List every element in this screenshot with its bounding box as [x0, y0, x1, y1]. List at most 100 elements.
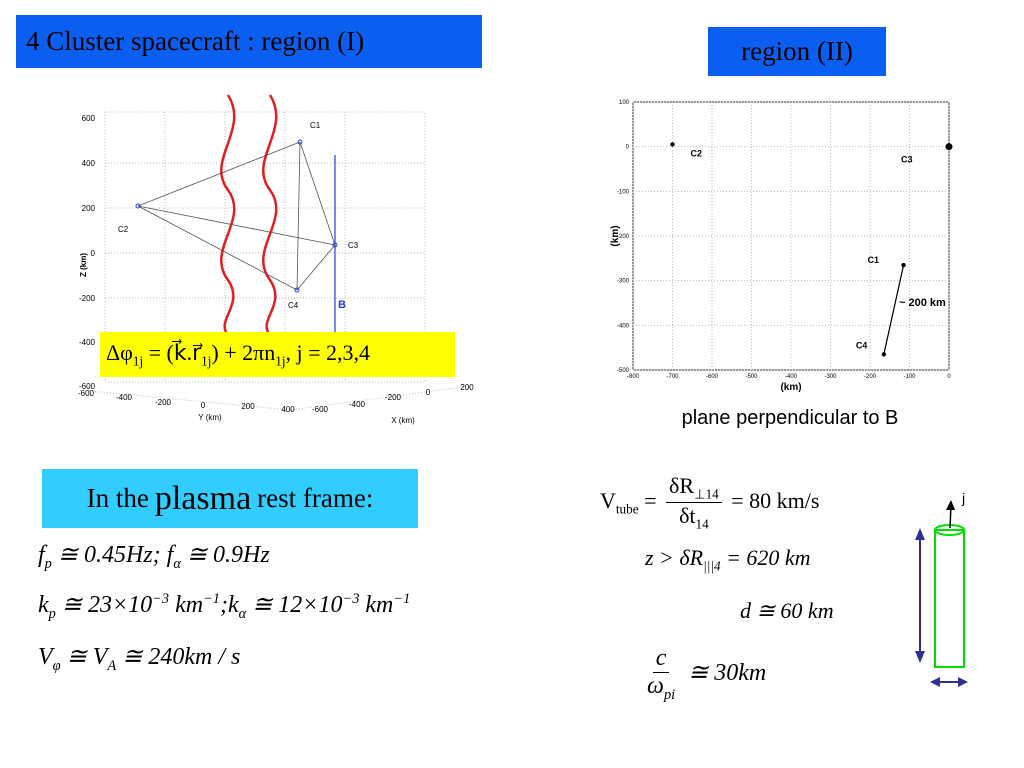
subscript: ⊥14 [694, 486, 719, 502]
math-text: ≅ 240km / s [116, 644, 241, 670]
frame-text: In the [86, 483, 149, 513]
y-tick-label: -300 [617, 279, 630, 285]
edge [137, 141, 301, 207]
subscript: 14 [695, 516, 709, 532]
math-text: δR [669, 473, 695, 498]
math-text: V [600, 487, 616, 513]
numerator: δR⊥14 [666, 473, 722, 504]
x-tick-label: -200 [385, 393, 402, 402]
subscript: p [48, 605, 56, 622]
x-tick-label: -200 [864, 374, 877, 380]
numerator: c [652, 645, 670, 673]
math-text: km [169, 592, 204, 618]
y-axis-label: (km) [610, 225, 621, 246]
y-tick-label: 0 [201, 401, 206, 410]
title: 4 Cluster spacecraft : region (I) [26, 26, 365, 56]
math-text: , j = 2,3,4 [285, 340, 371, 365]
subscript: 1j [275, 353, 286, 369]
x-tick-label: 200 [460, 383, 474, 392]
math-text: V [38, 644, 53, 670]
y-tick-label: -100 [617, 189, 630, 195]
denominator: δt14 [676, 503, 712, 532]
x-label: X (km) [391, 416, 415, 425]
superscript: −1 [203, 591, 220, 607]
frame-text: rest frame: [257, 483, 374, 513]
y-tick-label: -400 [116, 393, 133, 402]
subscript: |||4 [703, 558, 721, 574]
superscript: −1 [393, 591, 411, 607]
formula: fp ≅ 0.45Hz; fα ≅ 0.9Hz [38, 540, 270, 573]
formula: z > δR|||4 = 620 km [645, 545, 811, 574]
edge [137, 205, 298, 291]
spacecraft [135, 203, 141, 209]
y-label: Y (km) [198, 413, 222, 422]
formula: c ωpi ≅ 30km [640, 645, 766, 704]
math-text: = 80 km/s [725, 487, 820, 513]
point-label: C2 [691, 148, 703, 158]
spacecraft [294, 287, 300, 293]
y-tick-label: -500 [617, 368, 630, 374]
point [881, 352, 887, 357]
subscript: pi [663, 686, 676, 703]
formula: d ≅ 60 km [740, 598, 834, 624]
spacecraft-label: C3 [348, 241, 359, 250]
edge [137, 205, 336, 246]
separation-line [883, 264, 905, 355]
annotation: ~ 200 km [899, 297, 946, 309]
math-text: c [655, 645, 667, 671]
denominator: ωpi [644, 673, 678, 704]
subscript: 1j [132, 353, 144, 369]
plot-frame [632, 101, 950, 371]
y-tick-label: -200 [617, 234, 630, 240]
spacecraft [332, 242, 338, 248]
plot3d-labels: C1 C2 C3 C4 B Z (km) Y (km) X (km) 600 40… [78, 114, 474, 425]
fraction: δR⊥14 δt14 [666, 473, 722, 533]
x-tick-label: 0 [947, 374, 951, 380]
spacecraft-label: C2 [118, 225, 129, 234]
math-text: ≅ 23×10 [55, 592, 153, 618]
frame-box: In the plasma rest frame: [42, 469, 418, 528]
x-tick-label: -800 [627, 374, 640, 380]
spacecraft-label: C1 [310, 121, 321, 130]
region2-title: region (II) [741, 36, 853, 66]
arrow-heads [930, 677, 968, 687]
math-text: ) + 2πn [211, 340, 276, 365]
phase-formula: Δφ1j = (k⃗.r⃗1j) + 2πn1j, j = 2,3,4 [106, 340, 370, 369]
formula: kp ≅ 23×10−3 km−1;kα ≅ 12×10−3 km−1 [38, 590, 410, 623]
point-label: C3 [901, 155, 913, 165]
math-text: ≅ V [60, 644, 108, 670]
x-tick-label: -600 [706, 374, 719, 380]
math-text: ≅ 12×10 [246, 592, 343, 618]
x-tick-label: -500 [745, 374, 758, 380]
subscript: α [173, 555, 181, 572]
frame-text: plasma [154, 479, 252, 517]
edge [296, 141, 301, 291]
math-text: k [38, 592, 49, 618]
edge [296, 244, 336, 291]
formula: Vtube = δR⊥14 δt14 = 80 km/s [600, 473, 819, 533]
superscript: −3 [342, 591, 360, 607]
cylinder [934, 529, 965, 668]
x-tick-label: -700 [666, 374, 679, 380]
spacecraft [297, 139, 303, 145]
math-text: ≅ 0.9Hz [180, 542, 270, 568]
plot3d-box [104, 111, 426, 383]
spacecraft-label: C4 [288, 301, 299, 310]
z-tick-label: -600 [79, 382, 96, 391]
z-tick-label: 400 [82, 159, 96, 168]
edge [299, 141, 336, 246]
point-label: C4 [856, 340, 868, 350]
superscript: −3 [152, 591, 170, 607]
subscript: p [44, 555, 52, 572]
subscript: 1j [201, 353, 212, 369]
y-tick-label: 100 [619, 100, 630, 106]
x-tick-label: -400 [349, 400, 366, 409]
math-text: d ≅ 60 km [740, 598, 834, 623]
point-label: C1 [868, 255, 880, 265]
y-tick-label: 0 [626, 145, 630, 151]
x-tick-label: -400 [785, 374, 798, 380]
math-text: ω [647, 673, 664, 699]
x-tick-label: -100 [903, 374, 916, 380]
